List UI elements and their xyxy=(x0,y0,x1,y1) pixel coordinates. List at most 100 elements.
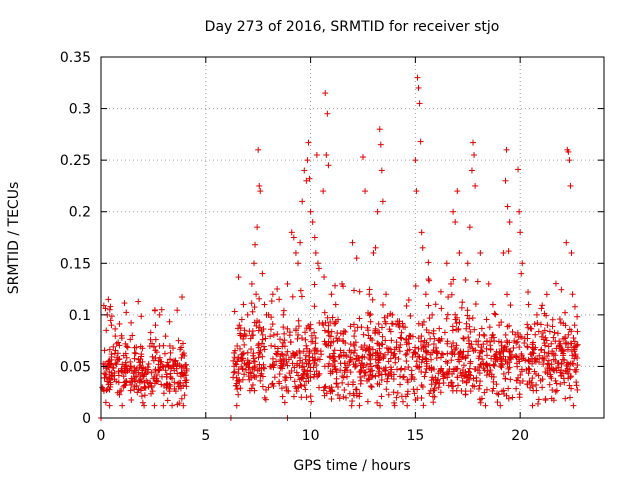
data-point xyxy=(315,372,322,379)
data-point xyxy=(295,317,302,324)
data-point xyxy=(456,319,463,326)
data-point xyxy=(234,386,241,393)
data-point xyxy=(563,239,570,246)
data-point xyxy=(348,402,355,409)
data-point xyxy=(367,318,374,325)
data-point xyxy=(356,402,363,409)
data-point xyxy=(358,377,365,384)
data-point xyxy=(295,372,302,379)
data-point xyxy=(460,335,467,342)
data-point xyxy=(377,350,384,357)
x-tick-label: 15 xyxy=(406,428,424,444)
data-point xyxy=(334,384,341,391)
data-point xyxy=(162,367,169,374)
data-point xyxy=(525,289,532,296)
data-point xyxy=(334,391,341,398)
data-point xyxy=(438,350,445,357)
data-point xyxy=(379,198,386,205)
data-point xyxy=(164,381,171,388)
data-point xyxy=(533,381,540,388)
data-point xyxy=(545,343,552,350)
data-point xyxy=(513,360,520,367)
data-point xyxy=(274,351,281,358)
data-point xyxy=(568,373,575,380)
data-point xyxy=(374,340,381,347)
data-point xyxy=(325,363,332,370)
data-point xyxy=(526,366,533,373)
data-point xyxy=(148,382,155,389)
data-point xyxy=(430,327,437,334)
data-point xyxy=(397,341,404,348)
data-point xyxy=(418,368,425,375)
data-point xyxy=(310,373,317,380)
data-point xyxy=(560,320,567,327)
data-point xyxy=(408,367,415,374)
data-point xyxy=(254,224,261,231)
data-point xyxy=(393,394,400,401)
data-point xyxy=(152,366,159,373)
data-point xyxy=(174,401,181,408)
data-point xyxy=(337,330,344,337)
data-point xyxy=(115,339,122,346)
data-point xyxy=(108,353,115,360)
data-point xyxy=(448,350,455,357)
data-point xyxy=(535,328,542,335)
data-point xyxy=(492,311,499,318)
data-point xyxy=(321,274,328,281)
data-point xyxy=(456,249,463,256)
data-point xyxy=(358,324,365,331)
data-point xyxy=(128,396,135,403)
data-point xyxy=(391,402,398,409)
data-point xyxy=(160,363,167,370)
data-point xyxy=(249,308,256,315)
data-point xyxy=(135,298,142,305)
data-point xyxy=(458,304,465,311)
data-point xyxy=(375,357,382,364)
data-point xyxy=(271,343,278,350)
data-point xyxy=(239,376,246,383)
data-point xyxy=(302,386,309,393)
data-point xyxy=(477,399,484,406)
data-point xyxy=(313,151,320,158)
data-point xyxy=(305,139,312,146)
data-point xyxy=(174,380,181,387)
data-point xyxy=(485,280,492,287)
data-point xyxy=(535,372,542,379)
data-point xyxy=(108,322,115,329)
data-point xyxy=(466,365,473,372)
data-point xyxy=(234,377,241,384)
data-point xyxy=(432,301,439,308)
data-point xyxy=(183,383,190,390)
data-point xyxy=(281,330,288,337)
data-point xyxy=(406,332,413,339)
data-point xyxy=(309,354,316,361)
data-point xyxy=(128,375,135,382)
data-point xyxy=(502,331,509,338)
data-point xyxy=(377,141,384,148)
data-point xyxy=(283,384,290,391)
data-point xyxy=(280,339,287,346)
data-point xyxy=(232,382,239,389)
data-point xyxy=(306,175,313,182)
data-point xyxy=(139,345,146,352)
data-point xyxy=(437,389,444,396)
data-point xyxy=(358,367,365,374)
data-point xyxy=(169,402,176,409)
data-point xyxy=(486,324,493,331)
data-point xyxy=(328,291,335,298)
data-point xyxy=(358,344,365,351)
data-point xyxy=(256,319,263,326)
data-point xyxy=(497,402,504,409)
data-point xyxy=(464,307,471,314)
data-point xyxy=(269,355,276,362)
data-point xyxy=(419,356,426,363)
data-point xyxy=(369,372,376,379)
data-point xyxy=(418,382,425,389)
data-point xyxy=(233,361,240,368)
data-point xyxy=(261,346,268,353)
data-point xyxy=(503,346,510,353)
data-point xyxy=(123,309,130,316)
data-point xyxy=(419,244,426,251)
data-point xyxy=(428,377,435,384)
data-point xyxy=(287,339,294,346)
